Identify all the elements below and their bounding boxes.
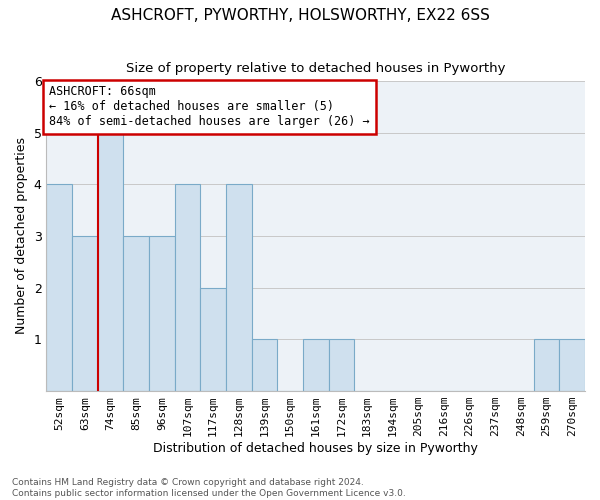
Bar <box>559 340 585 391</box>
Bar <box>534 340 559 391</box>
Text: ASHCROFT: 66sqm
← 16% of detached houses are smaller (5)
84% of semi-detached ho: ASHCROFT: 66sqm ← 16% of detached houses… <box>49 86 370 128</box>
Text: ASHCROFT, PYWORTHY, HOLSWORTHY, EX22 6SS: ASHCROFT, PYWORTHY, HOLSWORTHY, EX22 6SS <box>110 8 490 22</box>
Bar <box>46 184 72 391</box>
Bar <box>329 340 354 391</box>
Bar <box>200 288 226 391</box>
Bar <box>226 184 251 391</box>
Bar <box>149 236 175 391</box>
Y-axis label: Number of detached properties: Number of detached properties <box>15 138 28 334</box>
X-axis label: Distribution of detached houses by size in Pyworthy: Distribution of detached houses by size … <box>153 442 478 455</box>
Bar <box>98 132 124 391</box>
Bar <box>251 340 277 391</box>
Text: Contains HM Land Registry data © Crown copyright and database right 2024.
Contai: Contains HM Land Registry data © Crown c… <box>12 478 406 498</box>
Bar <box>303 340 329 391</box>
Bar <box>72 236 98 391</box>
Title: Size of property relative to detached houses in Pyworthy: Size of property relative to detached ho… <box>126 62 505 76</box>
Bar <box>124 236 149 391</box>
Bar <box>175 184 200 391</box>
